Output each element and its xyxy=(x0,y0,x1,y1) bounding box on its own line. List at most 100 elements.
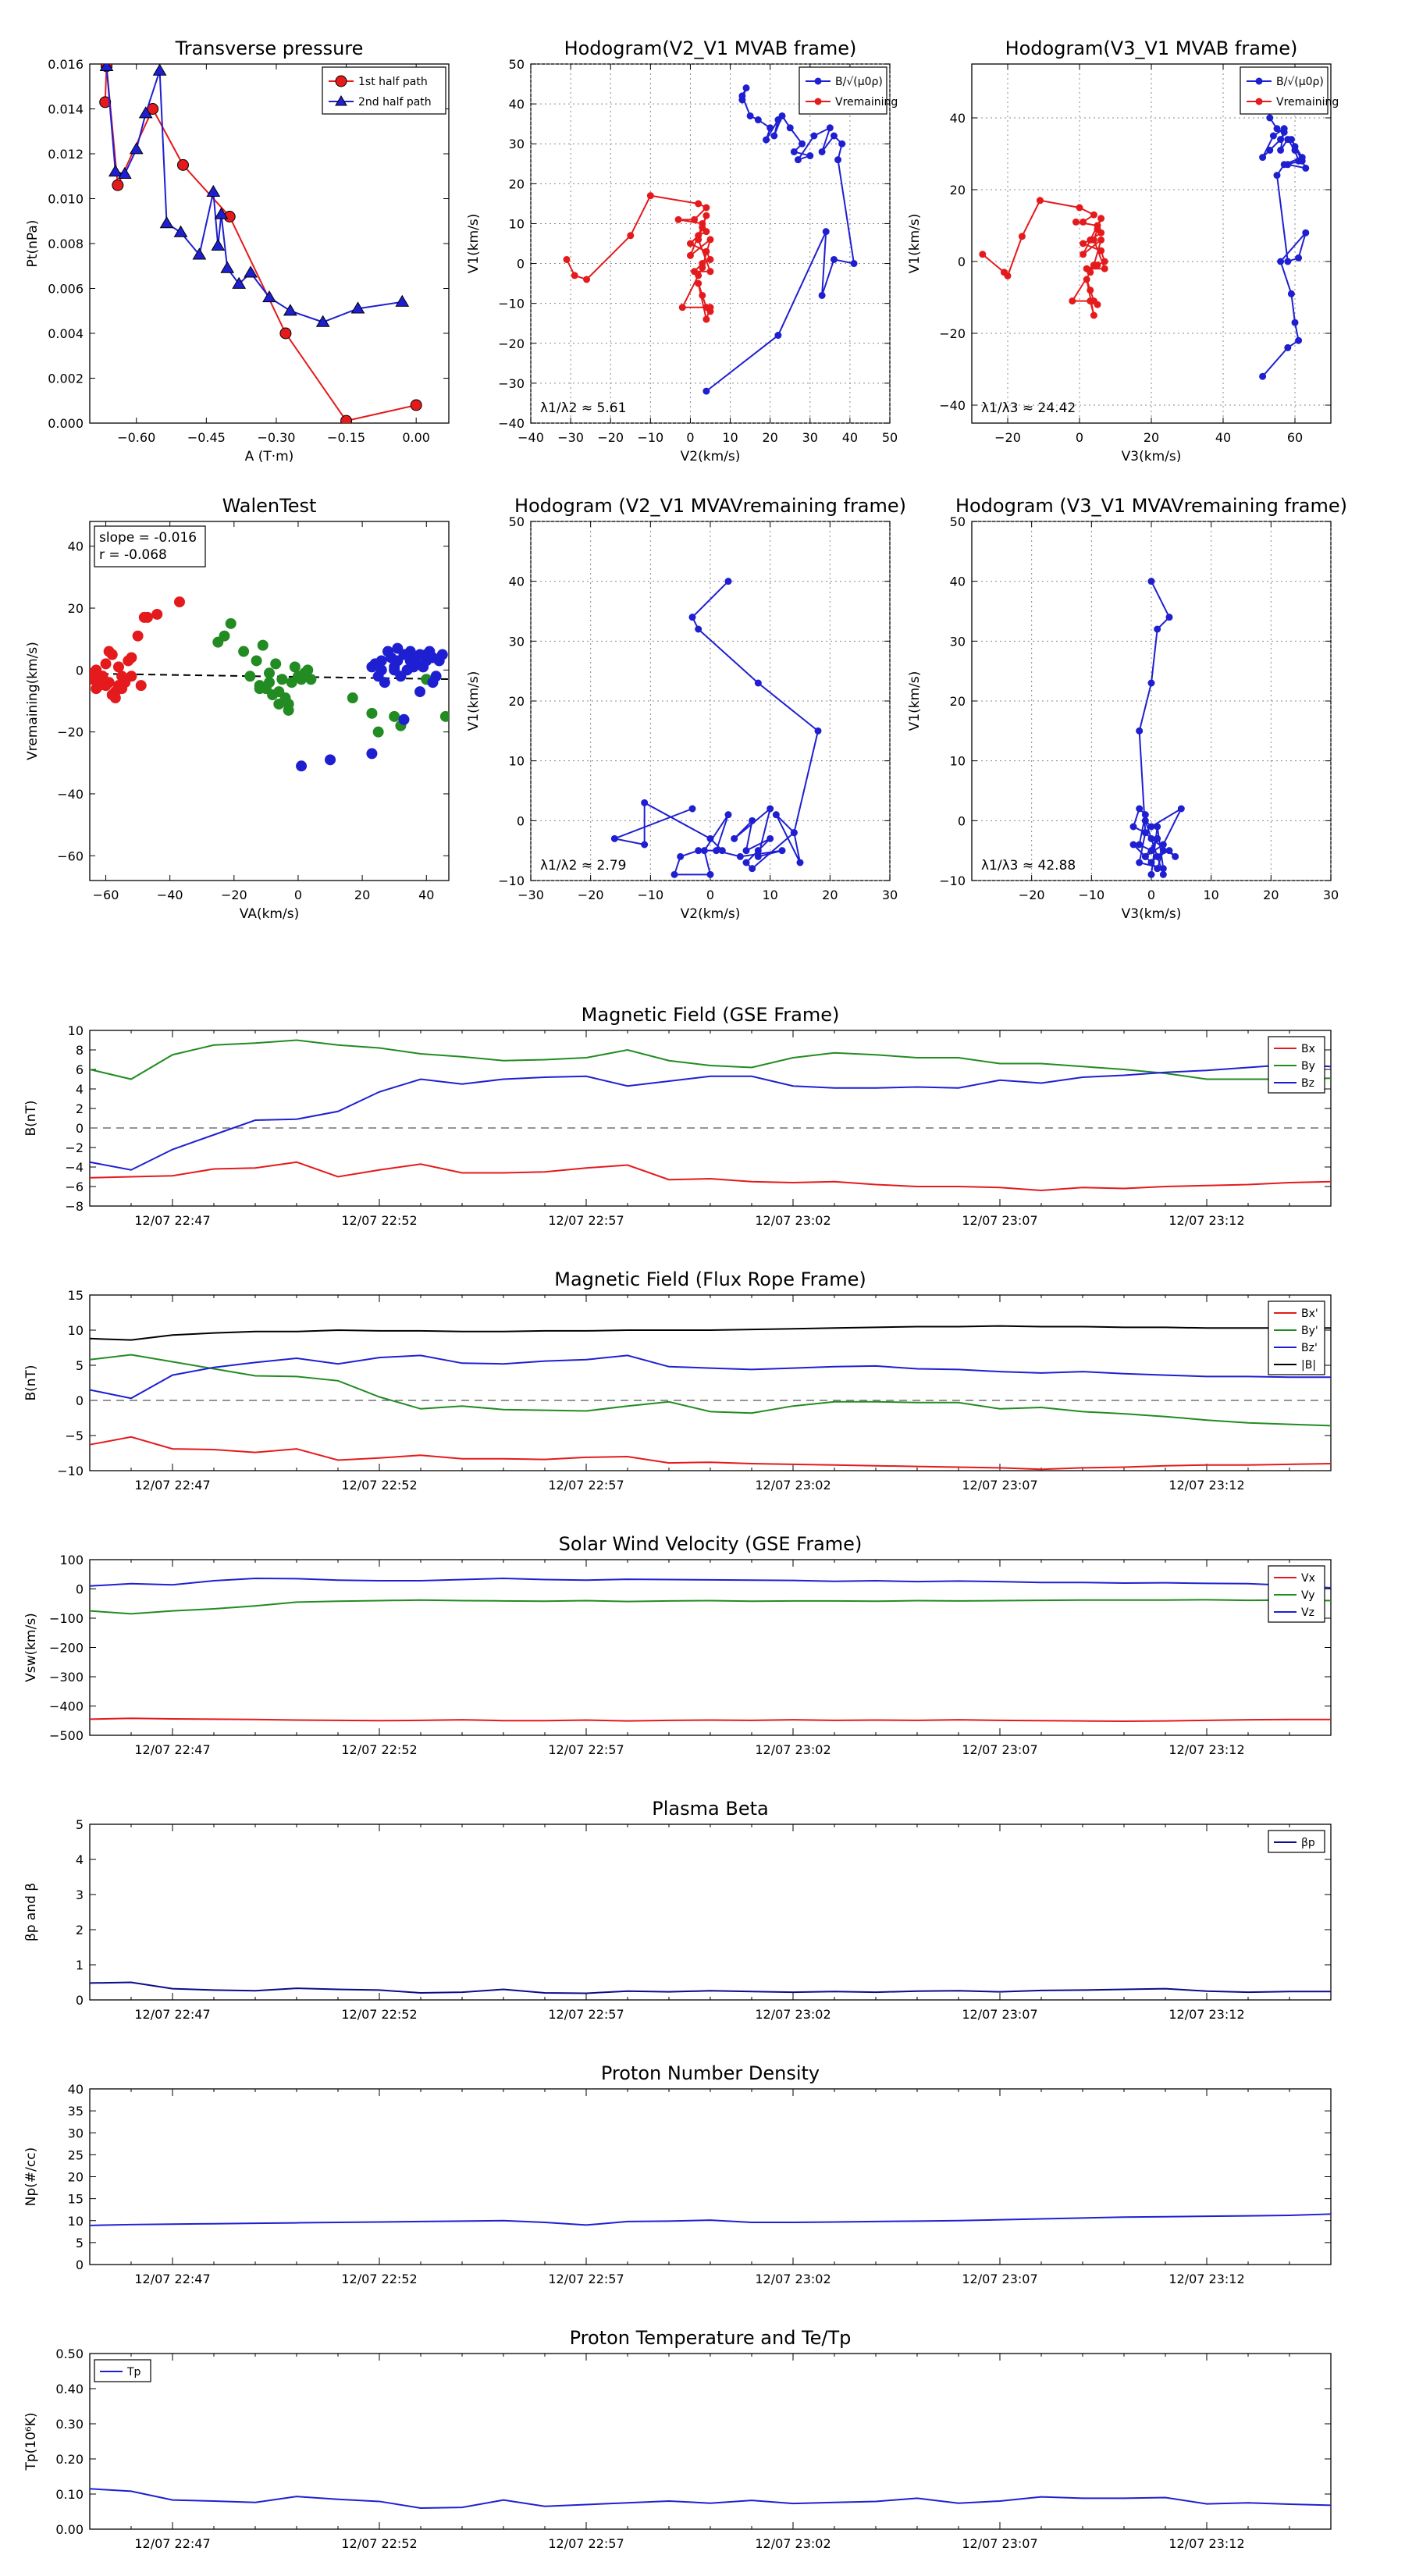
data-point xyxy=(1147,834,1155,842)
data-point xyxy=(129,142,144,155)
data-point xyxy=(778,112,786,119)
ratio-annotation: λ1/λ3 ≈ 42.88 xyxy=(981,858,1076,873)
y-tick-label: 0.30 xyxy=(55,2417,84,2432)
legend: Bx By Bz xyxy=(1268,1036,1325,1094)
data-point xyxy=(1154,625,1161,633)
series-line xyxy=(89,1063,1332,1171)
plot-frame xyxy=(89,1823,1332,2001)
data-point xyxy=(1147,679,1155,687)
data-point xyxy=(1295,254,1303,262)
x-tick-label: 60 xyxy=(1287,430,1303,445)
x-tick-label: −40 xyxy=(518,430,544,445)
data-point xyxy=(706,268,714,276)
legend: βp xyxy=(1268,1830,1325,1853)
data-point xyxy=(1147,859,1155,866)
data-point xyxy=(379,677,390,688)
plot-frame xyxy=(89,63,450,424)
y-tick-label: −10 xyxy=(498,297,525,311)
y-tick-label: 2 xyxy=(76,1101,84,1116)
data-point xyxy=(641,799,649,806)
data-point xyxy=(742,847,750,855)
y-tick-label: −4 xyxy=(65,1160,84,1175)
y-tick-label: 100 xyxy=(59,1553,84,1567)
legend-label: Vremaining xyxy=(1276,96,1339,109)
data-point xyxy=(1266,114,1274,122)
chart-title: Magnetic Field (Flux Rope Frame) xyxy=(554,1268,866,1290)
data-point xyxy=(1302,229,1310,237)
legend-label: By xyxy=(1301,1060,1315,1073)
data-point xyxy=(772,811,780,819)
data-point xyxy=(126,652,137,664)
data-point xyxy=(1266,146,1274,154)
data-point xyxy=(695,272,702,279)
data-point xyxy=(754,852,762,860)
data-point xyxy=(1284,258,1292,265)
data-point xyxy=(1136,859,1144,866)
y-tick-label: 0.002 xyxy=(48,372,84,386)
legend: B/√(μ0ρ) Vremaining xyxy=(1240,66,1339,115)
y-tick-label: 30 xyxy=(509,137,525,151)
plot-frame xyxy=(89,1294,1332,1471)
y-tick-label: 5 xyxy=(76,2236,84,2250)
y-tick-label: −30 xyxy=(498,376,525,391)
x-tick-label: 12/07 22:52 xyxy=(341,2007,417,2022)
data-point xyxy=(1094,301,1101,308)
x-tick-label: 12/07 22:52 xyxy=(341,2536,417,2551)
data-point xyxy=(112,179,124,191)
chart-title: WalenTest xyxy=(222,495,317,517)
series-line xyxy=(89,1354,1331,1400)
data-point xyxy=(1069,297,1076,305)
x-tick-label: 30 xyxy=(882,888,898,902)
y-tick-label: 0.008 xyxy=(48,237,84,251)
data-point xyxy=(135,680,147,692)
chart-hodogram_v2_v1_mvav: Hodogram (V2_V1 MVAVremaining frame) V1(k… xyxy=(466,495,906,922)
y-tick-label: 10 xyxy=(68,2214,84,2229)
y-axis-label: V1(km/s) xyxy=(466,214,482,274)
data-point xyxy=(702,315,710,323)
y-tick-label: 0 xyxy=(76,1582,84,1597)
data-point xyxy=(1004,272,1012,279)
data-point xyxy=(1154,852,1161,860)
data-point xyxy=(1177,805,1185,813)
x-tick-label: 12/07 22:57 xyxy=(548,1742,624,1757)
data-point xyxy=(713,847,720,855)
x-tick-label: −0.30 xyxy=(257,430,295,445)
y-tick-label: 0 xyxy=(76,663,84,678)
data-point xyxy=(100,658,112,670)
y-tick-label: 0.010 xyxy=(48,192,84,207)
y-tick-label: −10 xyxy=(57,1464,84,1478)
x-tick-label: 10 xyxy=(722,430,738,445)
data-point xyxy=(731,834,738,842)
x-tick-label: −20 xyxy=(221,888,247,902)
data-point xyxy=(677,852,685,860)
x-axis-label: V3(km/s) xyxy=(1122,906,1182,922)
data-point xyxy=(389,664,400,676)
data-point xyxy=(251,655,262,667)
data-point xyxy=(375,655,387,667)
data-point xyxy=(427,677,439,688)
data-point xyxy=(1165,614,1173,621)
x-tick-label: 12/07 23:07 xyxy=(962,2272,1037,2286)
y-axis-label: Pt(nPa) xyxy=(25,220,41,268)
data-point xyxy=(375,664,387,676)
legend-label: Tp xyxy=(126,2366,141,2379)
data-point xyxy=(695,236,702,244)
data-point xyxy=(232,276,247,289)
x-tick-label: 12/07 23:12 xyxy=(1168,2007,1244,2022)
data-point xyxy=(1269,132,1277,140)
data-point xyxy=(738,92,746,100)
y-axis-label: Vsw(km/s) xyxy=(23,1613,39,1682)
x-tick-label: 12/07 22:47 xyxy=(134,1742,210,1757)
x-axis-label: V2(km/s) xyxy=(681,906,741,922)
series-line xyxy=(89,1436,1332,1471)
data-point xyxy=(1101,258,1108,265)
y-tick-label: 8 xyxy=(76,1043,84,1058)
y-tick-label: 30 xyxy=(509,634,525,649)
data-point xyxy=(583,276,591,283)
y-tick-label: 0.004 xyxy=(48,326,84,341)
ratio-annotation: λ1/λ3 ≈ 24.42 xyxy=(981,400,1076,416)
data-point xyxy=(814,727,822,735)
y-tick-label: 2 xyxy=(76,1923,84,1937)
data-point xyxy=(151,608,163,620)
data-point xyxy=(305,674,317,685)
